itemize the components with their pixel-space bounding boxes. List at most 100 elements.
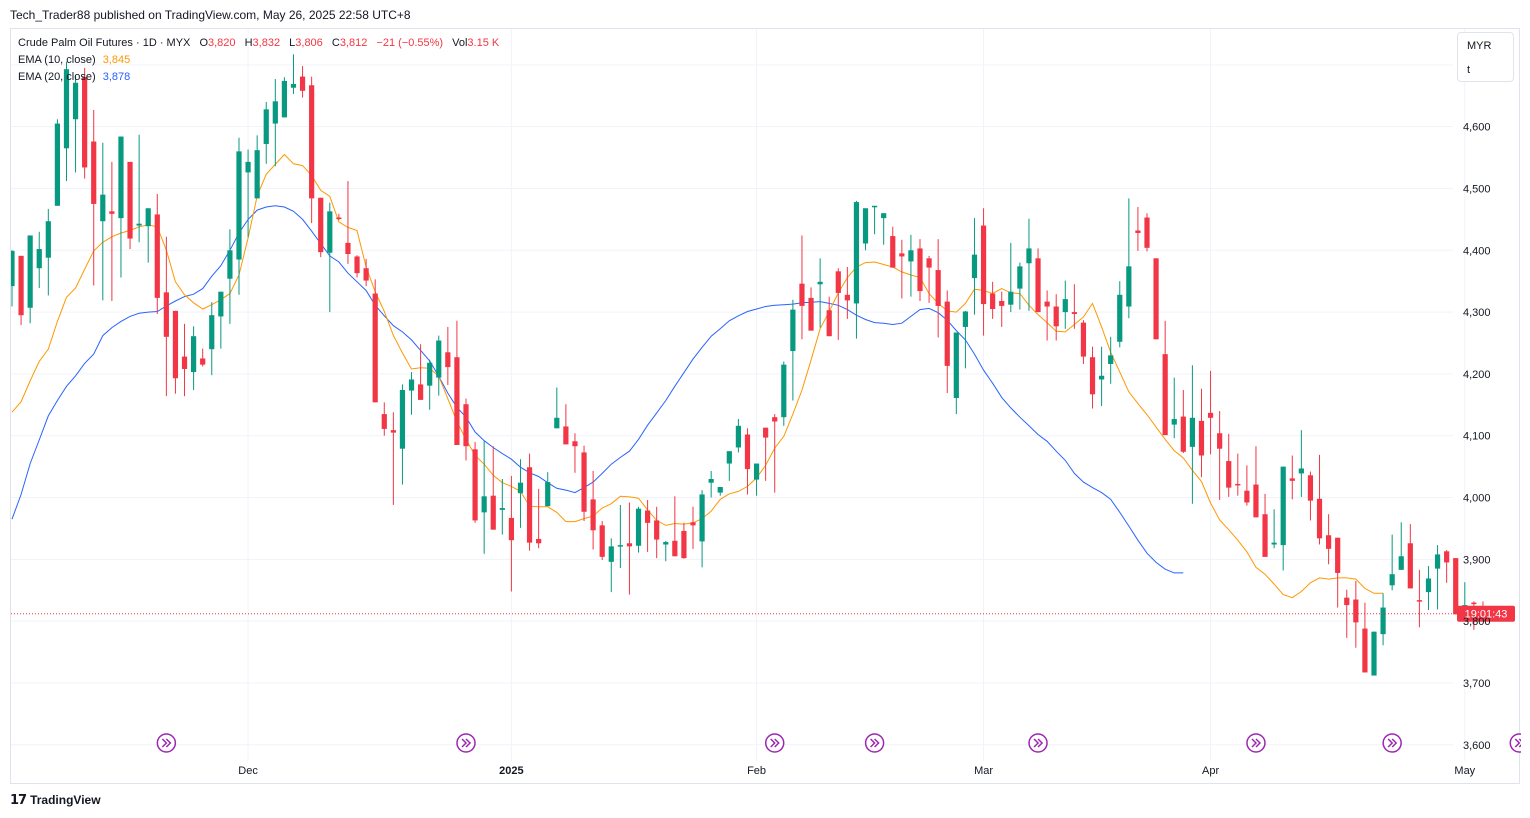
candle xyxy=(481,441,487,554)
candle xyxy=(1153,258,1159,340)
candle xyxy=(1080,320,1087,365)
candle-body xyxy=(1344,597,1350,606)
candle xyxy=(1389,534,1395,591)
candle-body xyxy=(1135,230,1141,233)
legend-row-ema10[interactable]: EMA (10, close) 3,845 xyxy=(18,52,499,69)
candle-body xyxy=(1271,542,1277,545)
candle-body xyxy=(1434,554,1441,569)
candle-body xyxy=(163,292,169,337)
candle-body xyxy=(63,69,70,149)
candle-body xyxy=(1362,628,1368,673)
candle xyxy=(753,463,760,496)
volume-value: 3.15 K xyxy=(467,37,500,49)
chart-frame[interactable]: 19:01:43 3,600 3,700 3,800 3,900 4,000 4,100 4… xyxy=(10,28,1521,785)
candle xyxy=(599,521,605,560)
y-tick-label: 4,100 xyxy=(1463,431,1491,443)
candle-body xyxy=(590,499,596,531)
candle xyxy=(236,137,242,295)
event-marker-icon[interactable] xyxy=(1246,733,1266,753)
candle xyxy=(1135,207,1141,251)
candle-body xyxy=(445,352,451,368)
candle-body xyxy=(54,123,60,206)
price-tag-bg xyxy=(1457,605,1515,622)
candle-body xyxy=(27,235,33,308)
candle xyxy=(881,213,887,245)
candle-body xyxy=(862,208,869,244)
event-marker-icon[interactable] xyxy=(456,733,476,753)
candle-body xyxy=(726,451,732,464)
y-tick-label: 4,200 xyxy=(1463,369,1491,381)
candle xyxy=(18,255,24,326)
currency-label[interactable]: MYR xyxy=(1467,40,1492,52)
candle-body xyxy=(354,256,360,274)
symbol-label[interactable]: Crude Palm Oil Futures · 1D · MYX xyxy=(18,37,191,49)
candle-body xyxy=(454,357,460,445)
unit-label[interactable]: t xyxy=(1467,64,1471,76)
candle xyxy=(1044,290,1050,341)
volume-key: Vol xyxy=(452,37,468,49)
candle-body xyxy=(381,414,387,429)
candle-body xyxy=(1171,419,1177,425)
event-marker-icon[interactable] xyxy=(1382,733,1402,753)
candle xyxy=(499,478,505,535)
candle xyxy=(826,296,832,337)
candle xyxy=(1326,514,1332,565)
price-chart[interactable]: 19:01:43 3,600 3,700 3,800 3,900 4,000 4,100 4… xyxy=(11,29,1521,785)
candle-body xyxy=(100,194,106,222)
chart-legend: Crude Palm Oil Futures · 1D · MYX O3,820… xyxy=(18,35,499,86)
candle xyxy=(681,522,687,559)
event-chevron xyxy=(1387,738,1398,748)
tradingview-logo[interactable]: 𝟭𝟳 TradingView xyxy=(10,792,101,808)
publish-info: Tech_Trader88 published on TradingView.c… xyxy=(10,8,411,22)
ema20-value: 3,878 xyxy=(102,71,131,83)
candle xyxy=(962,310,968,369)
open-key: O xyxy=(199,37,208,49)
candle-body xyxy=(372,293,378,403)
candle xyxy=(853,200,860,339)
legend-row-ema20[interactable]: EMA (20, close) 3,878 xyxy=(18,69,499,86)
event-chevron xyxy=(161,738,172,748)
candle-body xyxy=(1217,433,1223,449)
event-marker-icon[interactable] xyxy=(864,733,885,753)
candle-body xyxy=(1289,478,1295,481)
candle xyxy=(763,427,769,481)
candle-body xyxy=(944,301,950,366)
event-marker-icon[interactable] xyxy=(764,733,785,753)
candle-body xyxy=(953,332,959,399)
candle xyxy=(1253,446,1259,518)
candle xyxy=(36,231,42,288)
candle xyxy=(181,323,188,397)
currency-unit-selector[interactable]: MYR t xyxy=(1457,32,1514,82)
candle-body xyxy=(145,208,151,227)
candle-body xyxy=(1108,355,1114,365)
event-marker-icon[interactable] xyxy=(1509,733,1521,753)
ema10-label: EMA (10, close) xyxy=(18,54,96,66)
candle xyxy=(1171,377,1177,439)
candle xyxy=(999,291,1005,327)
candle xyxy=(209,302,215,376)
candle xyxy=(318,197,324,258)
candle xyxy=(844,266,850,319)
candle xyxy=(1126,198,1132,319)
candle-body xyxy=(672,540,678,557)
candle-body xyxy=(517,482,524,494)
y-tick-label: 4,300 xyxy=(1463,307,1491,319)
candle-body xyxy=(1353,599,1359,623)
candle-body xyxy=(127,161,133,239)
candle xyxy=(1444,550,1450,583)
close-key: C xyxy=(331,37,340,49)
candle xyxy=(45,208,51,296)
candle xyxy=(1335,537,1341,608)
candle xyxy=(1108,336,1114,384)
candle xyxy=(953,332,959,415)
candle xyxy=(1353,580,1359,648)
candle-body xyxy=(935,270,941,306)
event-marker-icon[interactable] xyxy=(156,733,177,753)
candle xyxy=(645,500,651,552)
candle xyxy=(1380,593,1386,646)
candle xyxy=(1289,455,1295,500)
candle xyxy=(254,135,260,199)
candle xyxy=(1071,284,1077,329)
event-marker-icon[interactable] xyxy=(1028,733,1048,753)
candle xyxy=(372,279,378,403)
